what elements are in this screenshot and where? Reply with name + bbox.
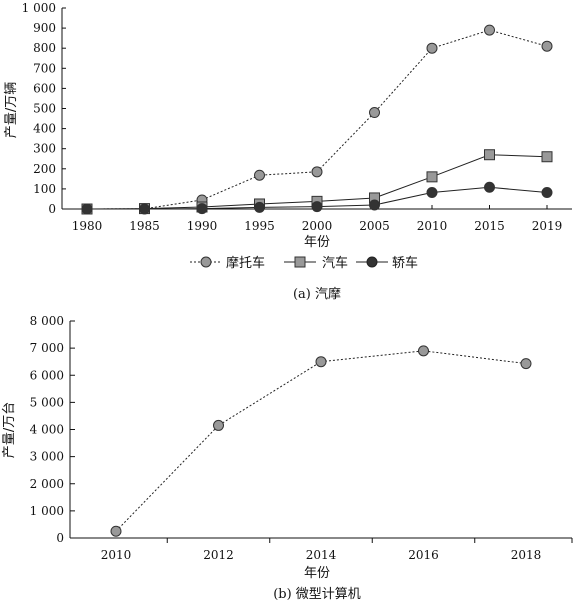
chart-b-xtick-label: 2016 — [408, 548, 439, 562]
chart-a-series-0-line — [86, 29, 548, 210]
chart-a-ytick-label: 900 — [33, 21, 56, 35]
chart-b-ytick-label: 8 000 — [30, 314, 64, 328]
chart-b-ytick-label: 2 000 — [30, 477, 64, 491]
chart-a-series-2-point — [541, 187, 553, 199]
chart-a-xtick-label: 2005 — [359, 219, 390, 233]
chart-a-series-2-point — [254, 201, 265, 213]
chart-a-series-1-point — [484, 149, 495, 161]
chart-a-xtick-label: 1980 — [72, 219, 103, 233]
legend-marker-sedan — [366, 256, 378, 268]
chart-b-xtick-label: 2012 — [203, 548, 234, 562]
chart-a-series-2-point — [81, 203, 93, 215]
chart-a-ytick-label: 200 — [33, 162, 56, 176]
chart-a-series-0-point — [311, 166, 323, 178]
chart-b-ylabel: 产量/万台 — [2, 402, 17, 458]
chart-a-ytick-label: 700 — [33, 61, 56, 75]
chart-b-ytick-label: 3 000 — [30, 450, 64, 464]
chart-b-ytick-label: 7 000 — [30, 341, 64, 355]
chart-a-ytick-label: 600 — [33, 81, 56, 95]
chart-b-series-0-point — [520, 358, 532, 370]
chart-a-xtick-label: 1995 — [244, 219, 275, 233]
chart-a-series-0-point — [254, 169, 265, 181]
chart-a-series-0-point — [426, 42, 438, 54]
chart-b-caption: (b) 微型计算机 — [273, 587, 361, 602]
chart-b-series-0-point — [213, 419, 224, 431]
chart-b-xlabel: 年份 — [304, 566, 330, 581]
chart-a-caption: (a) 汽摩 — [293, 286, 341, 302]
chart-a-ytick-label: 400 — [33, 122, 56, 136]
chart-a-series-2-point — [311, 201, 323, 213]
chart-a-series-2-point — [484, 181, 495, 193]
legend-label-motorcycle: 摩托车 — [226, 255, 265, 271]
chart-b-series-0-point — [315, 356, 327, 368]
chart-b-xtick-label: 2010 — [101, 548, 132, 562]
chart-b-ytick-label: 4 000 — [30, 423, 64, 437]
legend-marker-car — [294, 256, 306, 268]
legend-marker-motorcycle — [200, 256, 212, 268]
chart-a-series-2-point — [369, 199, 380, 211]
chart-a-series-2-point — [139, 203, 150, 215]
chart-a-ytick-label: 500 — [33, 102, 56, 116]
chart-a-ytick-label: 0 — [48, 202, 56, 216]
chart-b-ytick-label: 6 000 — [30, 368, 64, 382]
chart-a-xtick-label: 1990 — [187, 219, 218, 233]
chart-b-xtick-label: 2014 — [306, 548, 337, 562]
chart-a-series-0-point — [484, 24, 495, 36]
chart-a-series-0-point — [541, 40, 553, 52]
chart-b-xtick-label: 2018 — [511, 548, 542, 562]
chart-b-series-0-line — [115, 350, 527, 532]
chart-a-ylabel: 产量/万辆 — [4, 82, 19, 138]
chart-a-series-1-point — [541, 151, 553, 163]
chart-b-series-0-point — [110, 525, 122, 537]
chart-a-xlabel: 年份 — [304, 235, 330, 250]
legend-label-car: 汽车 — [322, 255, 348, 271]
chart-a-series-1-point — [426, 171, 438, 183]
chart-a-ytick-label: 300 — [33, 142, 56, 156]
chart-a-legend: 摩托车 汽车 轿车 — [190, 255, 418, 271]
legend-label-sedan: 轿车 — [392, 255, 418, 271]
chart-b-ytick-label: 0 — [56, 531, 64, 545]
chart-b-ytick-label: 5 000 — [30, 395, 64, 409]
chart-a-ytick-label: 800 — [33, 41, 56, 55]
chart-a-xtick-label: 2000 — [302, 219, 333, 233]
chart-a-xtick-label: 2019 — [532, 219, 563, 233]
chart-a-series-0-point — [369, 107, 380, 119]
chart-a-ytick-label: 1 000 — [22, 1, 56, 15]
chart-a-xtick-label: 2015 — [474, 219, 505, 233]
chart-a-ytick-label: 100 — [33, 182, 56, 196]
chart-b-ytick-label: 1 000 — [30, 504, 64, 518]
chart-a-xtick-label: 1985 — [129, 219, 160, 233]
chart-a-series-2-point — [196, 203, 208, 215]
chart-b-series-0-point — [418, 345, 429, 357]
chart-a-xtick-label: 2010 — [417, 219, 448, 233]
chart-a-series-2-point — [426, 187, 438, 199]
